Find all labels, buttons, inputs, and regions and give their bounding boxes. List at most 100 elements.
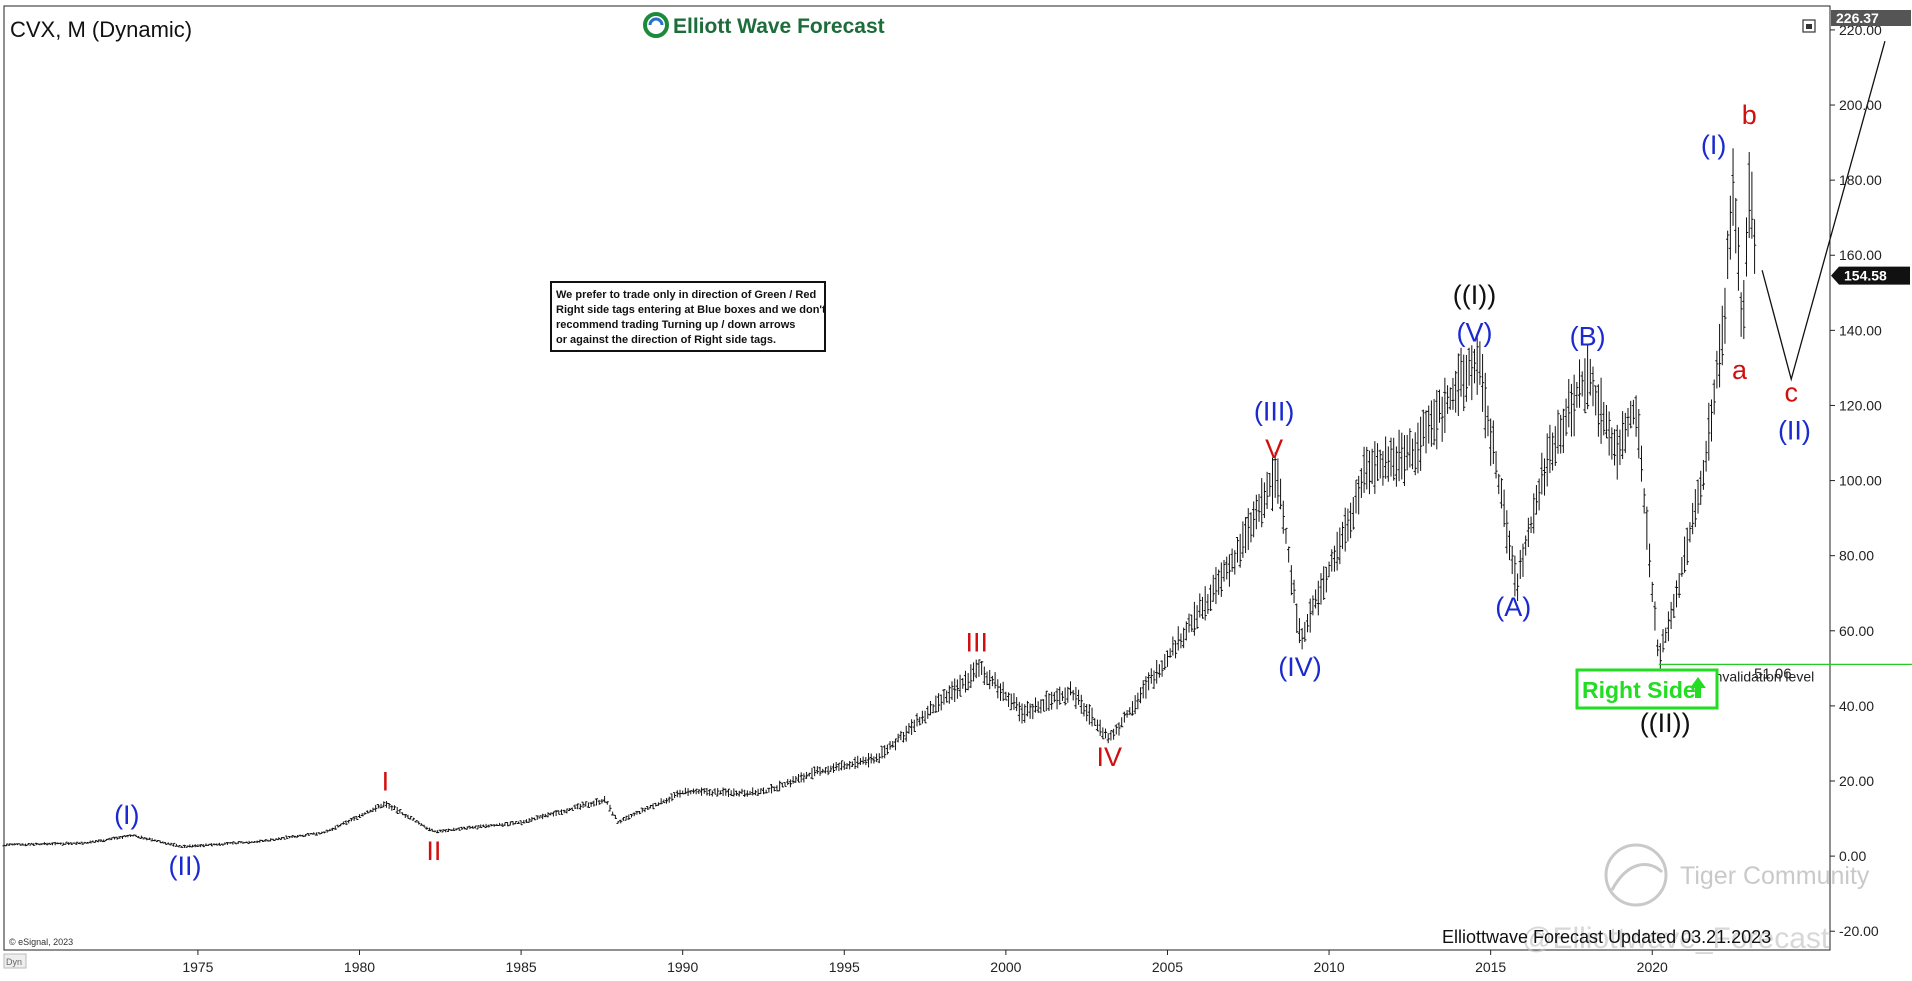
price-bar	[163, 842, 168, 845]
price-bar	[1060, 691, 1065, 701]
price-bar	[1629, 400, 1633, 429]
price-bar	[759, 788, 763, 795]
price-bar	[1090, 707, 1094, 727]
price-bar	[93, 840, 98, 843]
price-bar	[993, 672, 997, 689]
price-bar	[263, 839, 267, 842]
price-bar	[360, 813, 364, 817]
price-bar	[1184, 621, 1188, 641]
price-bar	[1354, 479, 1358, 514]
price-bar	[1009, 693, 1013, 711]
price-bar	[5, 843, 9, 847]
price-bar	[1254, 494, 1258, 530]
price-bar	[664, 797, 669, 804]
price-bar	[333, 825, 337, 830]
price-bar	[955, 679, 959, 699]
price-bar	[1238, 533, 1242, 568]
price-bar	[1265, 471, 1269, 509]
x-axis: 1975 1980 1985 1990 1995 2000 2005 2010 2015 2020	[182, 950, 1668, 975]
price-bar	[594, 798, 599, 806]
price-bar	[1122, 711, 1126, 723]
price-bar	[702, 788, 706, 794]
price-bar	[646, 806, 650, 810]
price-bar	[1058, 686, 1062, 705]
price-bar	[990, 675, 995, 687]
price-bar	[570, 807, 574, 811]
price-bar	[1459, 347, 1463, 397]
price-bar	[374, 804, 378, 812]
price-bar	[1443, 377, 1447, 434]
price-bar	[896, 733, 900, 743]
price-bar	[934, 695, 938, 713]
projection-path	[1761, 41, 1886, 382]
price-bar	[705, 788, 709, 796]
x-tick-label: 1990	[667, 959, 698, 975]
price-bar	[1432, 398, 1436, 446]
price-bar	[1163, 653, 1167, 670]
price-bar	[1031, 703, 1035, 720]
price-bar	[1343, 507, 1347, 552]
price-bar	[1085, 704, 1089, 722]
price-bar	[1222, 559, 1226, 582]
price-bar	[584, 801, 588, 807]
price-bar	[1004, 691, 1008, 701]
price-bar	[562, 809, 566, 814]
price-bar	[1346, 508, 1350, 542]
price-bar	[1362, 446, 1366, 493]
price-bar	[931, 703, 935, 714]
price-bar	[947, 685, 951, 704]
price-bar	[285, 835, 289, 840]
price-bar	[1036, 701, 1040, 713]
x-tick-label: 1980	[344, 959, 375, 975]
price-bar	[1284, 527, 1288, 544]
price-bar	[441, 829, 445, 833]
price-bar	[1273, 452, 1277, 498]
price-bar	[912, 719, 916, 732]
price-bar	[1518, 549, 1522, 579]
price-bar	[1338, 527, 1342, 565]
price-bar	[629, 813, 634, 818]
price-bar	[77, 842, 82, 845]
price-bar	[576, 803, 580, 810]
y-tick-label: 20.00	[1839, 773, 1874, 789]
top-price-tag	[1831, 10, 1911, 26]
price-bar	[1537, 478, 1541, 511]
price-bar	[1203, 586, 1207, 621]
price-bar	[899, 730, 903, 741]
price-bar	[37, 843, 41, 846]
price-bar	[355, 815, 359, 820]
price-bar	[1168, 648, 1172, 658]
price-bar	[783, 782, 787, 787]
price-bar	[209, 843, 213, 847]
price-bar	[1709, 399, 1714, 442]
price-bar	[452, 827, 456, 831]
price-bar	[1335, 531, 1339, 571]
price-bar	[581, 801, 585, 808]
brand-name: Elliott Wave Forecast	[673, 15, 885, 38]
price-bar	[697, 789, 701, 795]
price-bar	[737, 790, 741, 797]
price-bar	[1292, 579, 1296, 604]
price-bar	[1653, 601, 1657, 631]
price-bar	[1144, 676, 1148, 699]
price-bar	[244, 841, 248, 844]
price-bar	[1257, 493, 1261, 522]
price-bar	[1456, 353, 1460, 417]
price-bar	[398, 808, 402, 814]
price-bar	[1112, 728, 1116, 740]
price-bar	[1001, 681, 1005, 702]
price-bar	[10, 843, 14, 846]
dyn-tab[interactable]	[3, 953, 27, 969]
price-bar	[403, 813, 407, 818]
price-bar	[953, 678, 957, 702]
price-bar	[1195, 605, 1199, 630]
y-tick-label: 80.00	[1839, 548, 1874, 564]
price-bar	[112, 836, 117, 840]
price-bar	[842, 761, 846, 770]
price-bar	[1373, 441, 1377, 494]
price-bar	[349, 818, 354, 822]
tiger-logo-stroke-icon	[1610, 863, 1664, 891]
price-bar	[1577, 359, 1582, 408]
price-bar	[433, 830, 437, 833]
price-bar	[1712, 379, 1716, 415]
